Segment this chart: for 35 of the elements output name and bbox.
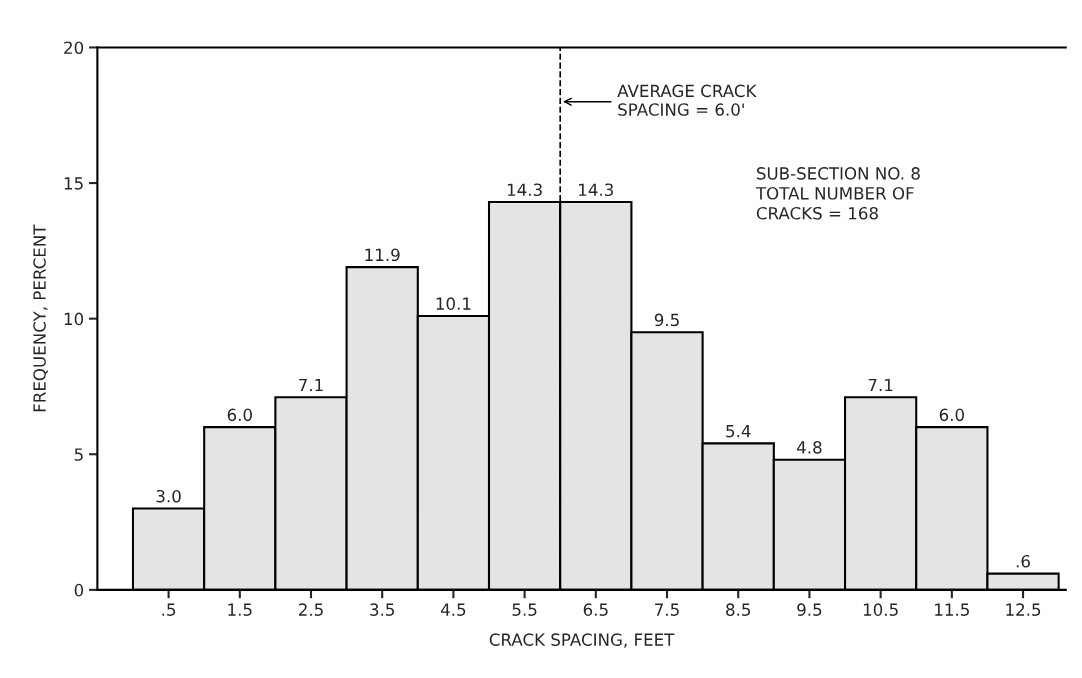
annotation: SUB-SECTION NO. 8 TOTAL NUMBER OF CRACKS = 168 [755,167,920,220]
x-tick-label: 1.5 [228,603,252,616]
x-tick-label: 5.5 [512,603,537,616]
data-label: 6.0 [227,408,252,422]
y-tick-label: 5 [74,448,83,461]
x-tick-label: 4.5 [440,603,466,616]
data-label: 14.3 [507,183,542,197]
x-tick-label: 6.5 [583,603,608,616]
x-tick-label: 11.5 [935,603,969,616]
data-label: 11.9 [365,248,400,262]
y-tick-label: 0 [74,583,84,597]
ref-line-label: AVERAGE CRACK SPACING = 6.0' [617,84,757,116]
x-tick-label: .5 [162,603,176,616]
data-label: 6.0 [939,408,964,422]
x-axis-title: CRACK SPACING, FEET [489,633,675,648]
data-label: 9.5 [654,313,679,327]
y-tick-label: 20 [64,41,84,55]
x-tick-label: 12.5 [1006,603,1041,616]
data-label: 7.1 [299,378,323,392]
data-label: 10.1 [436,297,471,310]
data-label: 7.1 [868,378,893,392]
data-label: .6 [1016,554,1030,568]
x-tick-label: 2.5 [298,603,323,616]
data-label: 4.8 [796,441,822,454]
data-label: 5.4 [726,425,751,438]
data-label: 3.0 [156,489,181,503]
x-tick-label: 8.5 [726,603,751,616]
x-tick-label: 3.5 [370,603,394,616]
x-tick-label: 7.5 [655,603,679,616]
y-axis-title: FREQUENCY, PERCENT [33,224,48,412]
x-tick-label: 10.5 [863,603,898,616]
y-tick-label: 15 [64,177,83,190]
x-tick-label: 9.5 [797,603,822,616]
data-label: 14.3 [579,183,614,197]
y-tick-label: 10 [64,312,84,326]
